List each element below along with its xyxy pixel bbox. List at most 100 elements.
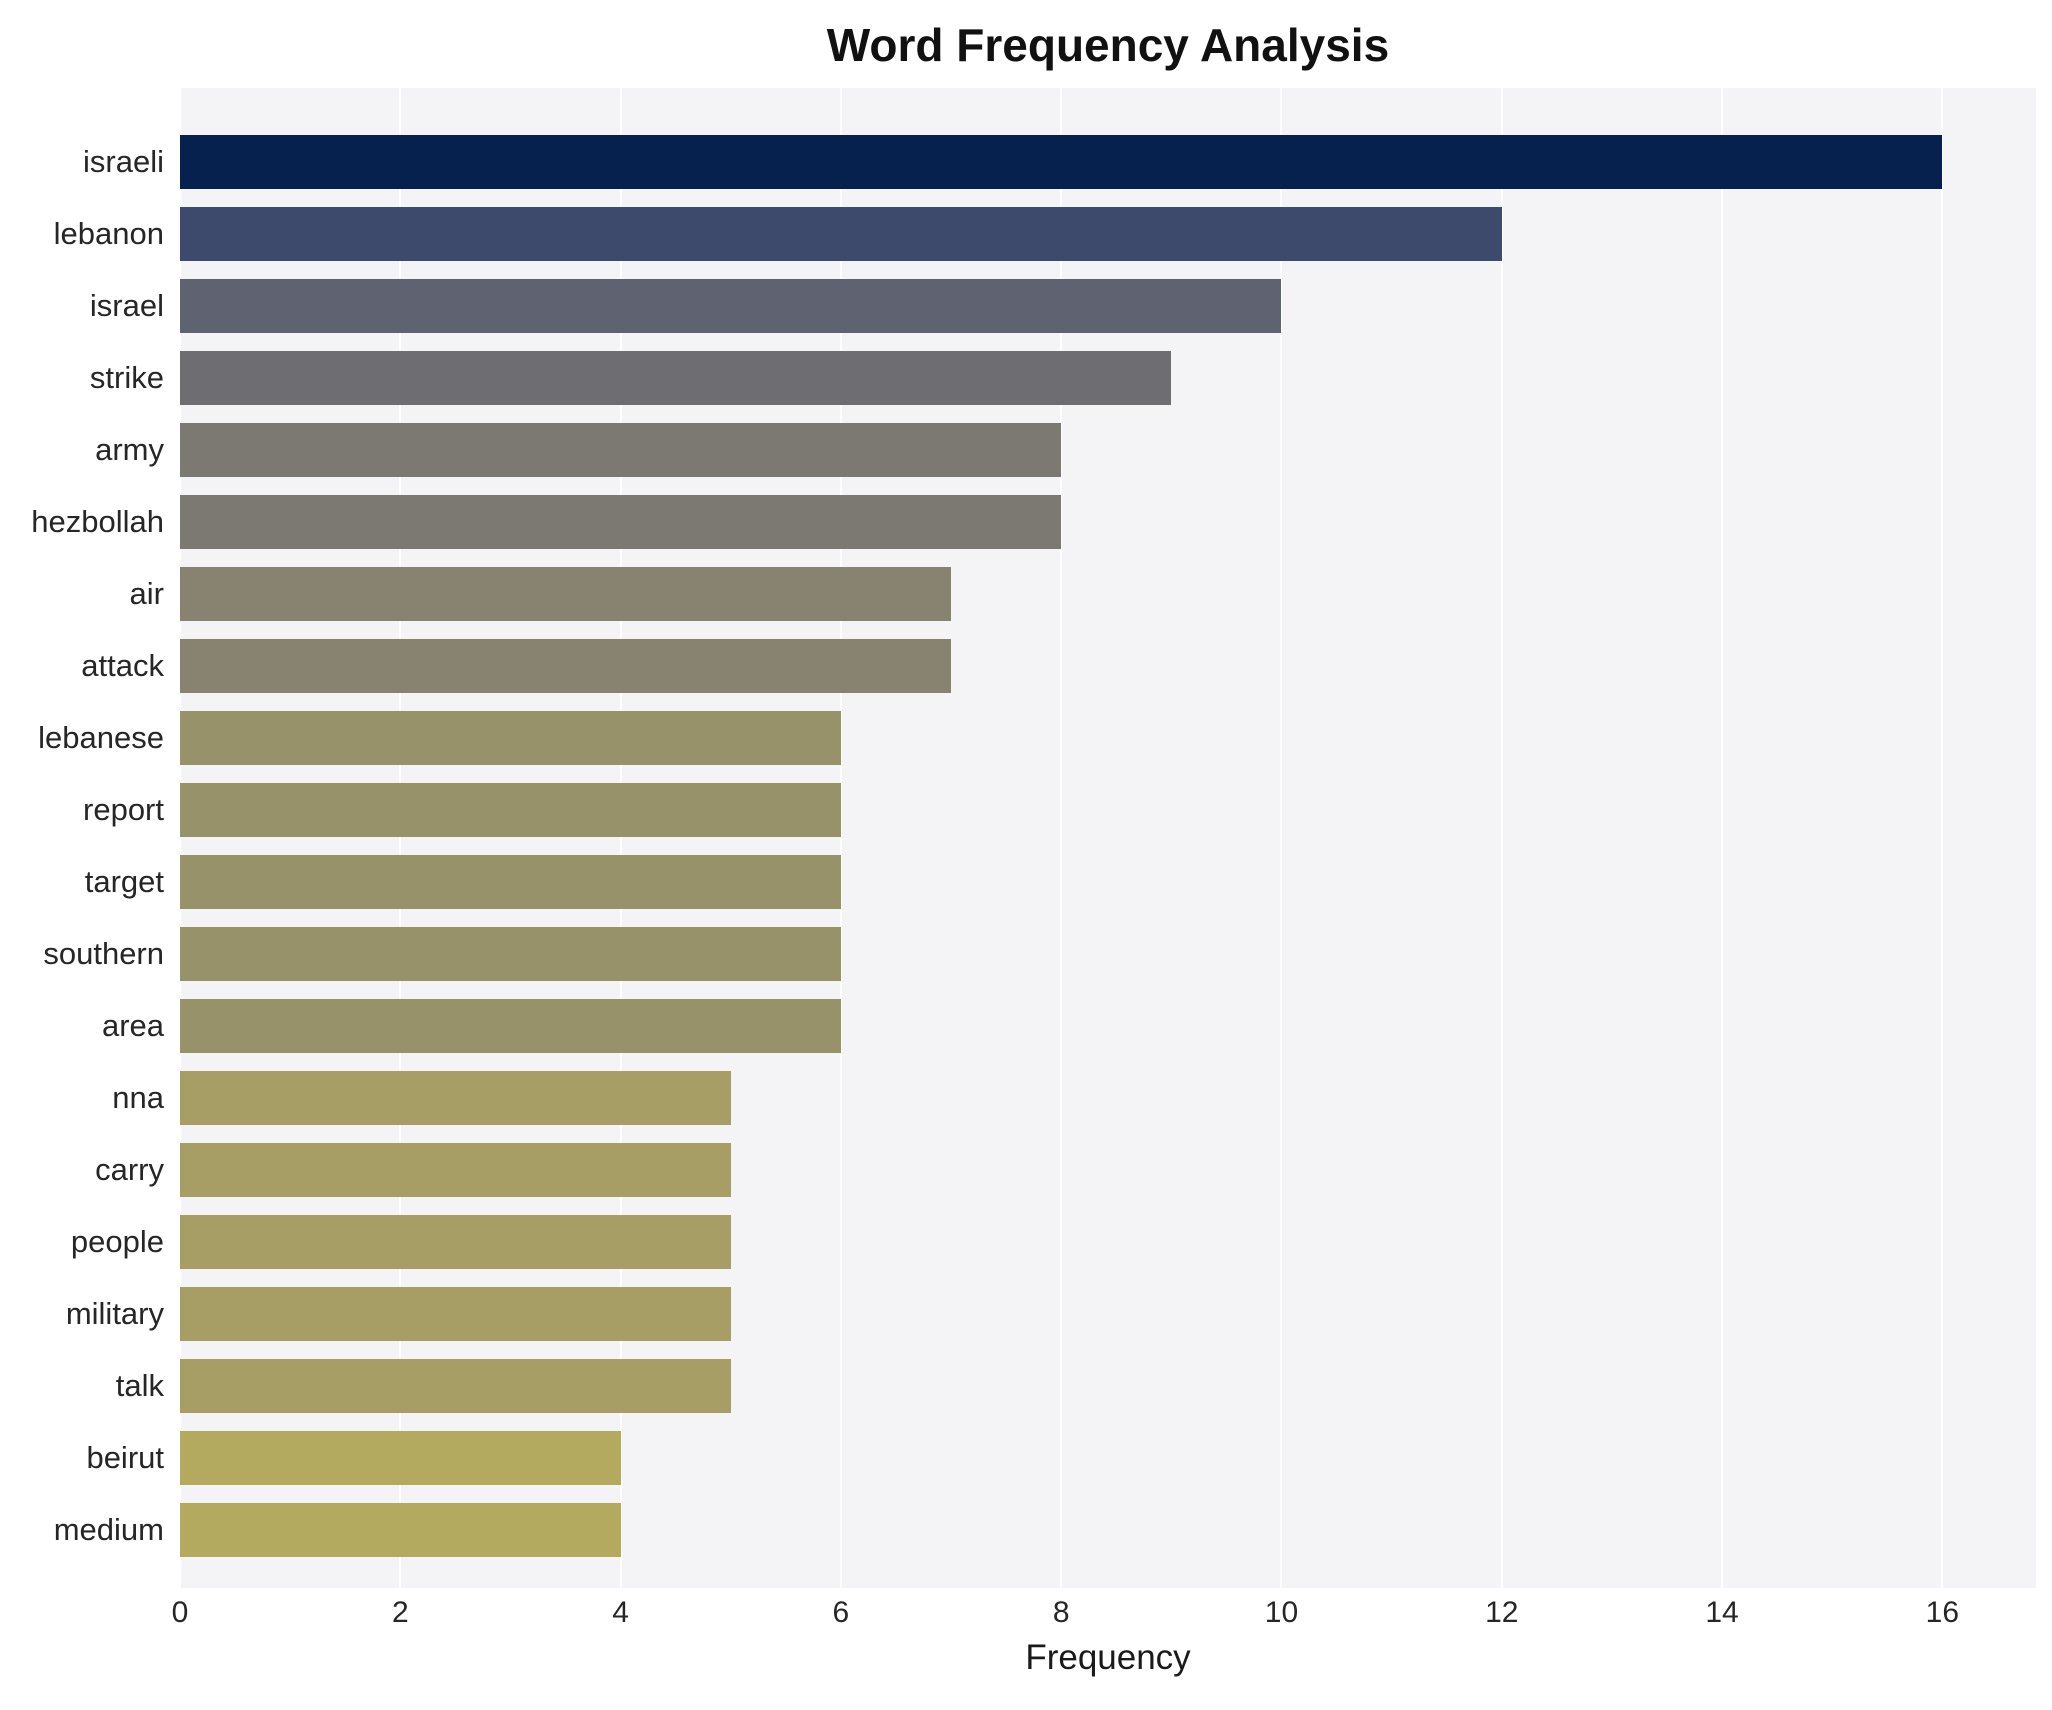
y-tick-label: strike <box>89 360 164 395</box>
bar-nna <box>180 1071 731 1125</box>
bar-air <box>180 567 952 621</box>
y-tick-label: israel <box>89 288 164 323</box>
bar-row: strike <box>8 342 2036 414</box>
bar-carry <box>180 1143 731 1197</box>
bar-row: nna <box>8 1062 2036 1134</box>
y-tick-label: lebanese <box>38 720 164 755</box>
bar-row: area <box>8 990 2036 1062</box>
bar-track <box>180 918 2036 990</box>
y-tick-label: people <box>70 1224 164 1259</box>
title-row: Word Frequency Analysis <box>180 14 2036 88</box>
x-axis: 0 2 4 6 8 10 12 14 16 <box>172 1588 2036 1634</box>
bar-row: talk <box>8 1350 2036 1422</box>
bar-track <box>180 1206 2036 1278</box>
x-axis-label: Frequency <box>1025 1638 1191 1677</box>
bar-row: beirut <box>8 1422 2036 1494</box>
y-tick-label: attack <box>81 648 164 683</box>
bar-track <box>180 558 2036 630</box>
bar-track <box>180 1494 2036 1566</box>
y-tick-label: target <box>84 864 164 899</box>
bar-track <box>180 1278 2036 1350</box>
bar-rows: israeli lebanon israel strike army hezbollah a… <box>8 88 2036 1588</box>
bar-row: attack <box>8 630 2036 702</box>
y-tick-label: israeli <box>83 144 164 179</box>
bar-track <box>180 270 2036 342</box>
gridline <box>1280 88 1283 1588</box>
chart-title: Word Frequency Analysis <box>826 19 1390 71</box>
x-tick-label: 14 <box>1705 1596 1739 1629</box>
bar-hezbollah <box>180 495 1062 549</box>
bar-row: lebanon <box>8 198 2036 270</box>
bar-beirut <box>180 1431 621 1485</box>
y-tick-label: nna <box>112 1080 164 1115</box>
y-tick-label: southern <box>43 936 164 971</box>
bar-row: target <box>8 846 2036 918</box>
x-axis-label-row: Frequency <box>180 1638 2036 1678</box>
x-tick-label: 12 <box>1485 1596 1519 1629</box>
x-tick-label: 4 <box>612 1596 629 1629</box>
bar-row: medium <box>8 1494 2036 1566</box>
bar-row: israel <box>8 270 2036 342</box>
bar-row: israeli <box>8 126 2036 198</box>
bar-lebanese <box>180 711 841 765</box>
y-tick-label: carry <box>95 1152 164 1187</box>
gridline <box>1941 88 1944 1588</box>
bar-row: report <box>8 774 2036 846</box>
bar-row: lebanese <box>8 702 2036 774</box>
bar-track <box>180 1134 2036 1206</box>
bar-attack <box>180 639 952 693</box>
bar-track <box>180 126 2036 198</box>
x-tick-label: 10 <box>1264 1596 1299 1629</box>
bar-track <box>180 342 2036 414</box>
bar-row: hezbollah <box>8 486 2036 558</box>
bar-israel <box>180 279 1282 333</box>
x-tick-label: 16 <box>1925 1596 1960 1629</box>
y-tick-label: lebanon <box>53 216 164 251</box>
gridline <box>399 88 402 1588</box>
gridline <box>1060 88 1063 1588</box>
gridline <box>1500 88 1503 1588</box>
y-tick-label: beirut <box>86 1440 164 1475</box>
x-tick-label: 0 <box>171 1596 189 1629</box>
bar-target <box>180 855 841 909</box>
bar-military <box>180 1287 731 1341</box>
y-tick-label: military <box>65 1296 164 1331</box>
bar-track <box>180 702 2036 774</box>
bar-strike <box>180 351 1172 405</box>
bar-chart: israeli lebanon israel strike army hezbollah a… <box>8 88 2036 1588</box>
bar-lebanon <box>180 207 1502 261</box>
bar-track <box>180 846 2036 918</box>
gridline <box>619 88 622 1588</box>
bar-report <box>180 783 841 837</box>
y-tick-label: report <box>83 792 164 827</box>
bar-people <box>180 1215 731 1269</box>
bar-track <box>180 990 2036 1062</box>
bar-row: people <box>8 1206 2036 1278</box>
y-tick-label: army <box>95 432 164 467</box>
x-tick-label: 2 <box>391 1596 409 1629</box>
x-tick-label: 6 <box>832 1596 850 1629</box>
gridline <box>1721 88 1724 1588</box>
bar-row: army <box>8 414 2036 486</box>
bar-track <box>180 414 2036 486</box>
bar-row: air <box>8 558 2036 630</box>
y-tick-label: hezbollah <box>31 504 164 539</box>
bar-track <box>180 774 2036 846</box>
bar-track <box>180 486 2036 558</box>
y-tick-label: talk <box>115 1368 164 1403</box>
bar-row: military <box>8 1278 2036 1350</box>
bar-track <box>180 1422 2036 1494</box>
gridline <box>179 88 181 1588</box>
bar-track <box>180 1350 2036 1422</box>
bar-track <box>180 630 2036 702</box>
bar-medium <box>180 1503 621 1557</box>
bar-area <box>180 999 841 1053</box>
bar-israeli <box>180 135 1943 189</box>
x-tick-label: 8 <box>1052 1596 1070 1629</box>
y-tick-label: medium <box>53 1512 164 1547</box>
bar-talk <box>180 1359 731 1413</box>
bar-southern <box>180 927 841 981</box>
y-tick-label: area <box>101 1008 164 1043</box>
bar-row: southern <box>8 918 2036 990</box>
